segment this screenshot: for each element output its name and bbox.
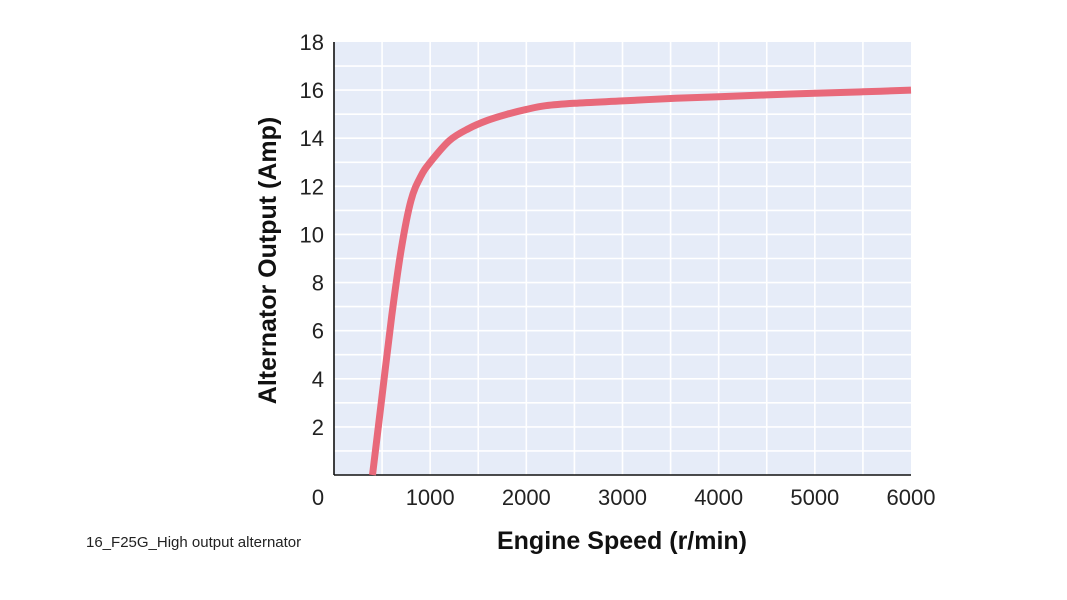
x-tick-label: 3000 — [598, 485, 647, 510]
x-tick-label: 5000 — [790, 485, 839, 510]
y-tick-label: 12 — [300, 174, 324, 199]
tick-labels: 0 1000 2000 3000 4000 5000 6000 2 4 6 8 10 12 14 16 18 — [300, 30, 936, 510]
y-tick-label: 4 — [312, 367, 324, 392]
series-layer — [369, 86, 912, 476]
x-tick-label: 1000 — [406, 485, 455, 510]
x-axis-title: Engine Speed (r/min) — [497, 527, 747, 555]
alternator-output-line — [369, 86, 912, 476]
figure-caption: 16_F25G_High output alternator — [86, 534, 301, 551]
y-tick-label: 6 — [312, 319, 324, 344]
y-axis-title: Alternator Output (Amp) — [254, 117, 282, 404]
y-tick-label: 10 — [300, 222, 324, 247]
y-tick-label: 16 — [300, 78, 324, 103]
x-tick-label: 2000 — [502, 485, 551, 510]
y-tick-label: 14 — [300, 126, 324, 151]
y-tick-label: 8 — [312, 271, 324, 296]
grid-lines — [334, 42, 911, 475]
origin-label: 0 — [312, 485, 324, 510]
y-tick-label: 2 — [312, 415, 324, 440]
x-tick-label: 4000 — [694, 485, 743, 510]
x-tick-label: 6000 — [887, 485, 936, 510]
y-tick-label: 18 — [300, 30, 324, 55]
axes — [333, 42, 911, 476]
